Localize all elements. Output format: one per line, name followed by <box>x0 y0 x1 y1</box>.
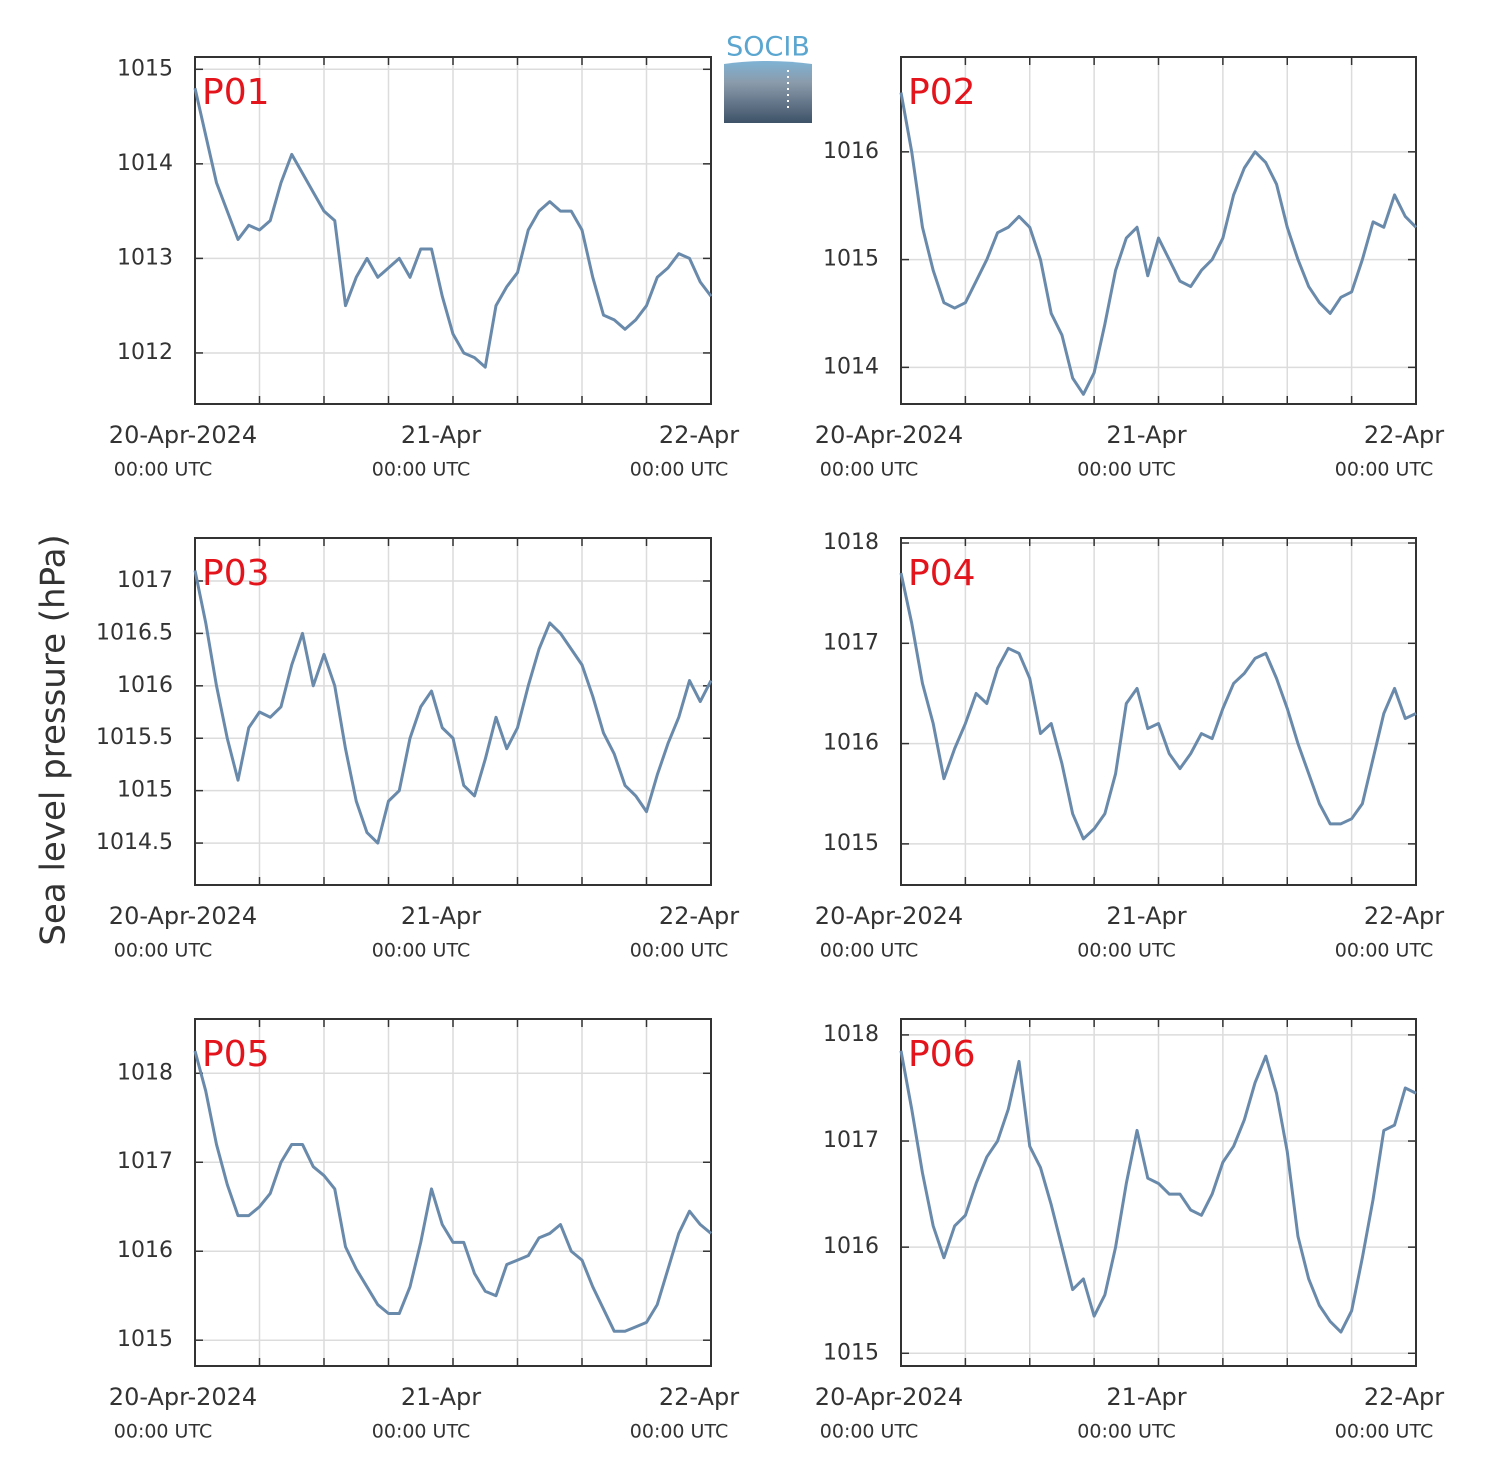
x-tick-label: 21-Apr <box>401 902 481 930</box>
y-tick-label: 1015 <box>823 1340 879 1365</box>
logo: SOCIB <box>724 32 812 123</box>
logo-wave <box>724 61 812 123</box>
plot-frame <box>900 56 1417 405</box>
y-tick-label: 1015.5 <box>96 725 173 750</box>
x-tick-label: 21-Apr <box>1106 1383 1186 1411</box>
data-line <box>899 1050 1417 1334</box>
y-tick-label: 1017 <box>117 1149 173 1174</box>
panel-title: P01 <box>202 72 270 113</box>
x-tick-label: 21-Apr <box>1106 421 1186 449</box>
x-tick-sublabel: 00:00 UTC <box>1335 459 1433 481</box>
y-tick-label: 1016.5 <box>96 620 173 645</box>
plot-frame <box>900 537 1417 886</box>
x-tick-label: 22-Apr <box>659 902 739 930</box>
x-tick-label: 22-Apr <box>659 1383 739 1411</box>
y-tick-label: 1014 <box>823 354 879 379</box>
x-tick-label: 21-Apr <box>401 421 481 449</box>
plot-frame <box>194 537 712 886</box>
y-tick-label: 1018 <box>823 1022 879 1047</box>
x-tick-sublabel: 00:00 UTC <box>372 940 470 962</box>
y-tick-label: 1017 <box>117 568 173 593</box>
x-tick-sublabel: 00:00 UTC <box>114 940 212 962</box>
y-axis-label: Sea level pressure (hPa) <box>34 534 74 945</box>
x-tick-sublabel: 00:00 UTC <box>630 940 728 962</box>
y-tick-label: 1016 <box>117 673 173 698</box>
panel-title: P06 <box>908 1034 976 1075</box>
x-tick-label: 22-Apr <box>659 421 739 449</box>
y-tick-label: 1014 <box>117 151 173 176</box>
x-tick-sublabel: 00:00 UTC <box>1077 1421 1175 1443</box>
y-tick-label: 1018 <box>823 530 879 555</box>
panel-title: P05 <box>202 1034 270 1075</box>
y-tick-label: 1013 <box>117 245 173 270</box>
y-tick-label: 1015 <box>117 778 173 803</box>
y-tick-label: 1017 <box>823 1128 879 1153</box>
y-tick-label: 1018 <box>117 1060 173 1085</box>
x-tick-sublabel: 00:00 UTC <box>820 459 918 481</box>
y-tick-label: 1015 <box>823 247 879 272</box>
plot-frame <box>900 1018 1417 1367</box>
data-line <box>899 92 1418 396</box>
panel-title: P03 <box>202 553 270 594</box>
y-tick-label: 1016 <box>823 139 879 164</box>
x-tick-label: 21-Apr <box>1106 902 1186 930</box>
data-line <box>193 570 713 845</box>
data-line <box>193 87 713 369</box>
x-tick-sublabel: 00:00 UTC <box>372 1421 470 1443</box>
x-tick-label: 22-Apr <box>1364 902 1444 930</box>
panel-title: P04 <box>908 553 976 594</box>
x-tick-sublabel: 00:00 UTC <box>1077 940 1175 962</box>
logo-text: SOCIB <box>726 32 810 63</box>
x-tick-label: 20-Apr-2024 <box>815 1383 963 1411</box>
x-tick-label: 20-Apr-2024 <box>109 421 257 449</box>
panel-title: P02 <box>908 72 976 113</box>
x-tick-label: 21-Apr <box>401 1383 481 1411</box>
x-tick-label: 20-Apr-2024 <box>815 902 963 930</box>
x-tick-sublabel: 00:00 UTC <box>630 1421 728 1443</box>
x-tick-sublabel: 00:00 UTC <box>1335 1421 1433 1443</box>
y-tick-label: 1015 <box>117 1327 173 1352</box>
x-tick-sublabel: 00:00 UTC <box>630 459 728 481</box>
x-tick-sublabel: 00:00 UTC <box>1335 940 1433 962</box>
x-tick-sublabel: 00:00 UTC <box>372 459 470 481</box>
y-tick-label: 1016 <box>117 1238 173 1263</box>
y-tick-label: 1012 <box>117 340 173 365</box>
x-tick-label: 22-Apr <box>1364 1383 1444 1411</box>
data-line <box>899 572 1417 841</box>
plot-frame <box>194 1018 712 1367</box>
x-tick-sublabel: 00:00 UTC <box>114 1421 212 1443</box>
x-tick-sublabel: 00:00 UTC <box>820 940 918 962</box>
x-tick-sublabel: 00:00 UTC <box>820 1421 918 1443</box>
x-tick-sublabel: 00:00 UTC <box>114 459 212 481</box>
y-tick-label: 1016 <box>823 1234 879 1259</box>
plot-frame <box>194 56 712 405</box>
x-tick-sublabel: 00:00 UTC <box>1077 459 1175 481</box>
x-tick-label: 22-Apr <box>1364 421 1444 449</box>
y-tick-label: 1015 <box>823 831 879 856</box>
x-tick-label: 20-Apr-2024 <box>109 902 257 930</box>
x-tick-label: 20-Apr-2024 <box>815 421 963 449</box>
y-tick-label: 1016 <box>823 731 879 756</box>
data-line <box>193 1050 712 1333</box>
y-tick-label: 1014.5 <box>96 830 173 855</box>
y-tick-label: 1017 <box>823 630 879 655</box>
x-tick-label: 20-Apr-2024 <box>109 1383 257 1411</box>
y-tick-label: 1015 <box>117 56 173 81</box>
